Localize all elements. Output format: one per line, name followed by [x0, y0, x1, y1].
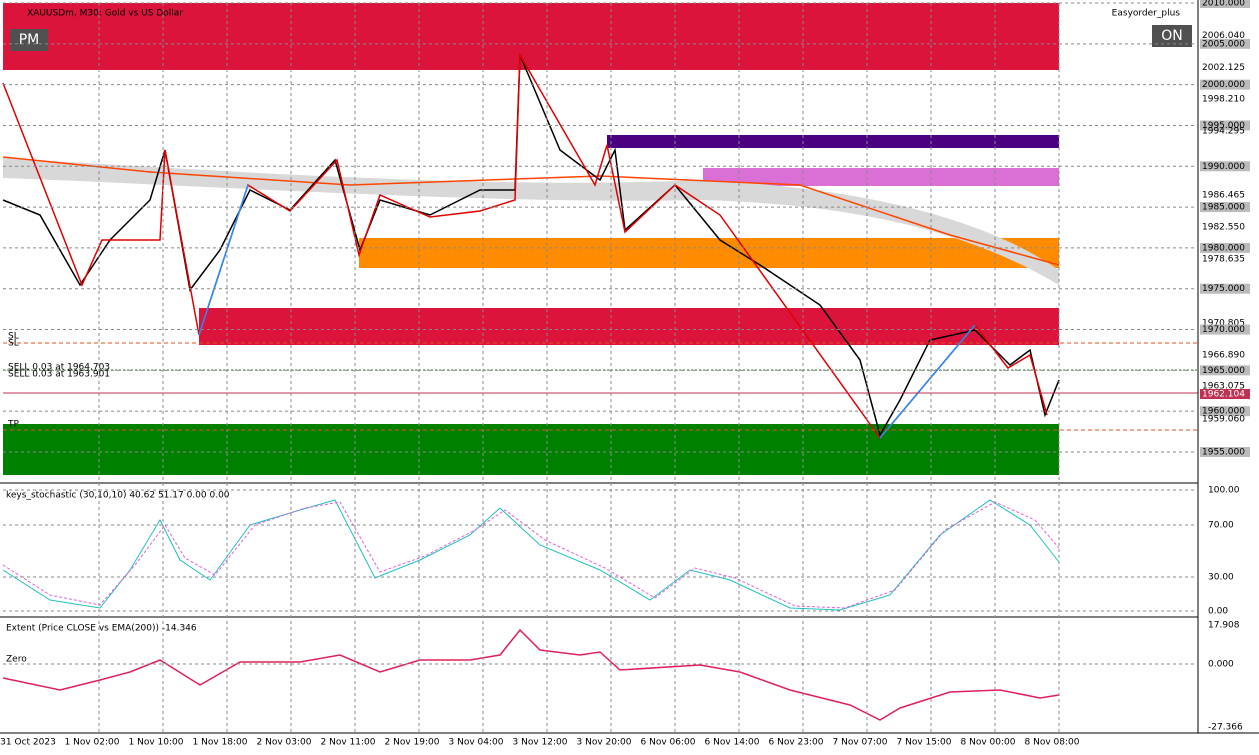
order-label: SL: [8, 332, 19, 342]
time-label: 8 Nov 00:00: [961, 738, 1016, 748]
time-label: 6 Nov 23:00: [769, 738, 824, 748]
price-label: 1998.210: [1202, 95, 1245, 105]
zone-red: [199, 308, 1059, 345]
zigzag-up: [198, 184, 249, 336]
price-box: [1200, 79, 1250, 90]
price-label: 1980.000: [1202, 243, 1245, 253]
ema-line: [2, 156, 1060, 266]
price-label: 2005.000: [1202, 39, 1245, 49]
level-label: 70.00: [1208, 521, 1234, 531]
zigzag-up: [879, 324, 976, 439]
level-label: -27.366: [1208, 723, 1243, 733]
price-label: 1966.890: [1202, 350, 1245, 360]
level-label: 17.908: [1208, 621, 1240, 631]
time-label: 2 Nov 11:00: [321, 738, 376, 748]
time-label: 3 Nov 04:00: [449, 738, 504, 748]
price-label: 2000.000: [1202, 80, 1245, 90]
zone-red-top: [3, 3, 1059, 70]
time-label: 1 Nov 10:00: [129, 738, 184, 748]
zone-orange: [359, 238, 1059, 268]
price-label: 1995.000: [1202, 121, 1245, 131]
on-button[interactable]: [1152, 25, 1192, 47]
price-label: 1955.000: [1202, 448, 1245, 458]
extent-line: [2, 628, 1060, 721]
price-box: [1200, 120, 1250, 131]
time-label: 1 Nov 02:00: [65, 738, 120, 748]
price-box: [1200, 447, 1250, 457]
time-label: 3 Nov 12:00: [513, 738, 568, 748]
price-label: 1970.000: [1202, 325, 1245, 335]
order-label: SELL 0.03 at 1963.901: [8, 370, 110, 380]
price-label: 1970.805: [1202, 318, 1245, 328]
price-box: [1200, 38, 1250, 49]
price-box: [1200, 389, 1250, 400]
price-label: 1965.000: [1202, 366, 1245, 376]
price-label: 1982.550: [1202, 223, 1245, 233]
time-label: 6 Nov 14:00: [705, 738, 760, 748]
price-label: 1985.000: [1202, 203, 1245, 213]
level-label: 100.00: [1208, 486, 1240, 496]
pm-button[interactable]: [10, 29, 48, 51]
time-label: 1 Nov 18:00: [193, 738, 248, 748]
ea-label: Easyorder_plus: [1112, 9, 1181, 19]
price-label: 1990.000: [1202, 162, 1245, 172]
order-label: TP: [7, 420, 19, 430]
price-label: 2002.125: [1202, 63, 1245, 73]
price-box: [1200, 283, 1250, 294]
time-label: 3 Nov 20:00: [577, 738, 632, 748]
zone-indigo: [607, 135, 1059, 148]
price-box: [1200, 0, 1250, 8]
zero-label: Zero: [6, 655, 27, 665]
level-label: 0.000: [1208, 660, 1234, 670]
time-label: 2 Nov 19:00: [385, 738, 440, 748]
price-box: [1200, 324, 1250, 335]
price-box: [1200, 161, 1250, 172]
zone-green: [3, 424, 1059, 475]
symbol-title: XAUUSDm, M30: Gold vs US Dollar: [27, 9, 183, 19]
price-box: [1200, 242, 1250, 253]
pm-label[interactable]: PM: [19, 32, 40, 48]
order-label: SL: [8, 339, 19, 349]
order-label: SELL 0.03 at 1964.703: [8, 363, 110, 373]
time-label: 31 Oct 2023: [0, 738, 56, 748]
price-label: 1962.104: [1202, 390, 1245, 400]
zone-orchid: [703, 168, 1059, 186]
price-box: [1200, 365, 1250, 376]
price-label: 1986.465: [1202, 191, 1245, 201]
level-label: 0.00: [1208, 607, 1228, 617]
price-label: 1960.000: [1202, 407, 1245, 417]
time-label: 7 Nov 07:00: [833, 738, 888, 748]
price-label: 1978.635: [1202, 255, 1245, 265]
price-box: [1200, 202, 1250, 213]
level-label: 30.00: [1208, 573, 1234, 583]
price-label: 2006.040: [1202, 31, 1245, 41]
price-label: 1959.060: [1202, 414, 1245, 424]
price-label: 2010.000: [1202, 0, 1245, 9]
time-label: 2 Nov 03:00: [257, 738, 312, 748]
main-pane: [2, 3, 1198, 475]
price-label: 1975.000: [1202, 284, 1245, 294]
price-box: [1200, 406, 1250, 417]
pane-title: Extent (Price CLOSE vs EMA(200)) -14.346: [6, 624, 197, 634]
stoch-signal: [2, 501, 1060, 609]
time-label: 8 Nov 08:00: [1025, 738, 1080, 748]
price-label: 1994.295: [1202, 127, 1245, 137]
pane-title: keys_stochastic (30,10,10) 40.62 51.17 0…: [6, 491, 230, 501]
price-label: 1963.075: [1202, 382, 1245, 392]
on-label[interactable]: ON: [1161, 28, 1183, 44]
time-label: 6 Nov 06:00: [641, 738, 696, 748]
ma-band: [3, 158, 1059, 285]
time-label: 7 Nov 15:00: [897, 738, 952, 748]
